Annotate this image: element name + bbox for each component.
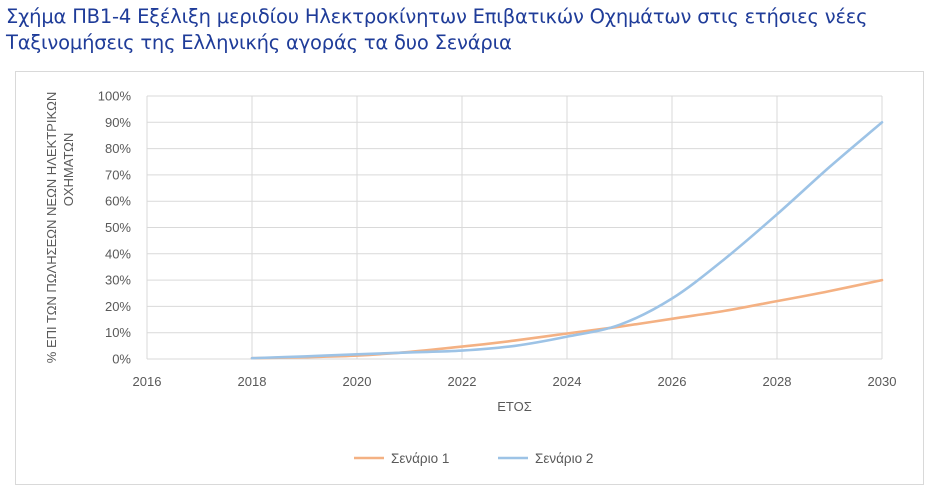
gridlines	[146, 95, 883, 360]
y-tick-label: 30%	[105, 273, 131, 288]
x-tick-label: 2026	[658, 374, 687, 389]
y-tick-label: 60%	[105, 194, 131, 209]
x-axis-title: ΕΤΟΣ	[497, 399, 532, 414]
y-tick-label: 40%	[105, 246, 131, 261]
x-tick-label: 2030	[868, 374, 897, 389]
x-tick-label: 2022	[448, 374, 477, 389]
chart-area: 0% 10% 20% 30% 40% 50% 60% 70% 80% 90% 100% 2016 20…	[15, 71, 924, 485]
series-lines	[250, 121, 884, 360]
x-tick-label: 2028	[763, 374, 792, 389]
y-axis-ticks: 0% 10% 20% 30% 40% 50% 60% 70% 80% 90% 100%	[98, 89, 132, 367]
y-tick-label: 10%	[105, 325, 131, 340]
series-line-2	[250, 121, 884, 360]
y-tick-label: 100%	[98, 89, 132, 104]
legend-label-2: Σενάριο 2	[535, 451, 593, 466]
y-axis-title-line-2: ΟΧΗΜΑΤΩΝ	[61, 133, 76, 207]
figure-title: Σχήμα ΠΒ1-4 Εξέλιξη μεριδίου Ηλεκτροκίνη…	[6, 5, 868, 54]
y-tick-label: 50%	[105, 220, 131, 235]
x-tick-label: 2018	[238, 374, 267, 389]
y-axis-title: % ΕΠΙ ΤΩΝ ΠΩΛΗΣΕΩΝ ΝΕΩΝ ΗΛΕΚΤΡΙΚΩΝ ΟΧΗΜΑ…	[44, 92, 76, 363]
line-chart: 0%10%20%30%40%50%60%70%80%90%100% 2016 20…	[44, 89, 897, 467]
y-axis-title-line-1: % ΕΠΙ ΤΩΝ ΠΩΛΗΣΕΩΝ ΝΕΩΝ ΗΛΕΚΤΡΙΚΩΝ	[44, 92, 59, 363]
y-tick-label: 80%	[105, 141, 131, 156]
x-tick-label: 2016	[133, 374, 162, 389]
x-tick-label: 2024	[553, 374, 582, 389]
legend: Σενάριο 1 Σενάριο 2	[354, 451, 593, 466]
legend-label-1: Σενάριο 1	[391, 451, 449, 466]
x-axis-ticks: 2016 2018 2020 2022 2024 2026 2028 2030	[133, 374, 897, 389]
y-tick-label: 0%	[112, 352, 131, 367]
y-tick-label: 20%	[105, 299, 131, 314]
x-tick-label: 2020	[343, 374, 372, 389]
y-tick-label: 70%	[105, 167, 131, 182]
y-tick-label: 90%	[105, 115, 131, 130]
